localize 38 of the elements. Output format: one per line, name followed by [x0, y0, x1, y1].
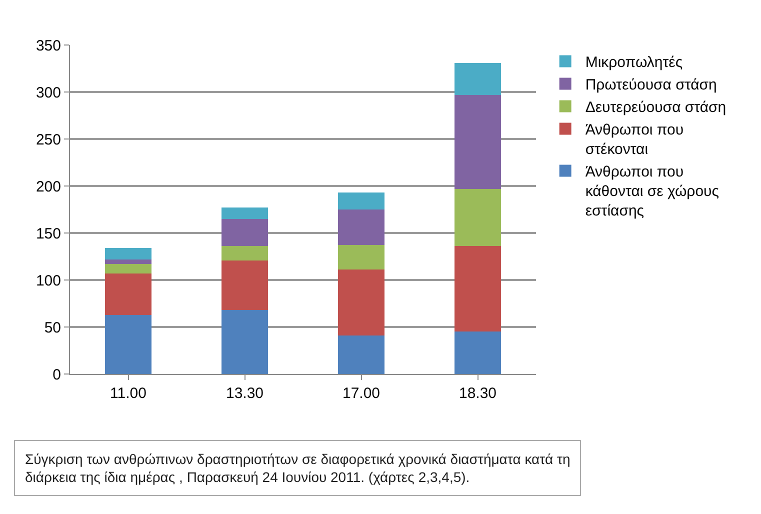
y-tick-label: 250 [36, 131, 61, 148]
legend-label: Άνθρωποι που κάθονται σε χώρους εστίασης [585, 164, 719, 220]
bar [338, 192, 385, 210]
bar [104, 264, 152, 274]
y-tick-label: 150 [36, 225, 61, 242]
x-tick-label: 18.30 [458, 385, 497, 402]
x-tick-label: 17.00 [342, 385, 380, 402]
bar [221, 310, 268, 374]
bar [338, 335, 385, 374]
text: Σύγκριση των ανθρώπινων δραστηριοτήτων σε διαφορετικά χρονικά διαστήματα κατά τη διάρκεια της ίδια ημέρας , Παρασκευή 24 Ιουνίου 2011. (χάρτες 2,3,4,5). [25, 451, 570, 486]
bar [338, 270, 385, 336]
bar [104, 248, 152, 260]
y-tick-label: 100 [36, 272, 61, 290]
bar [454, 94, 502, 189]
bar [104, 273, 152, 315]
legend-label: Μικροπωλητές [585, 54, 683, 72]
bar [221, 246, 268, 260]
bar [454, 188, 502, 246]
y-tick-label: 350 [36, 37, 61, 54]
bar [104, 259, 152, 264]
bar [454, 246, 502, 332]
y-tick-label: 200 [36, 178, 61, 196]
y-tick-label: 0 [52, 366, 61, 384]
bar [221, 208, 268, 219]
y-tick-label: 50 [44, 319, 61, 336]
legend-label: Πρωτεύουσα στάση [585, 76, 717, 94]
bar [221, 260, 268, 310]
bar [454, 332, 502, 374]
x-tick-label: 13.30 [226, 385, 264, 402]
x-tick-label: 11.00 [110, 385, 146, 402]
bar [454, 62, 502, 95]
y-tick-label: 300 [36, 84, 61, 102]
bar [338, 210, 385, 246]
bar [221, 218, 268, 246]
legend-label: Δευτερεύουσα στάση [585, 99, 726, 116]
bar [338, 245, 385, 270]
bar [104, 314, 152, 374]
legend-label: Άνθρωποι που στέκονται [585, 122, 684, 158]
